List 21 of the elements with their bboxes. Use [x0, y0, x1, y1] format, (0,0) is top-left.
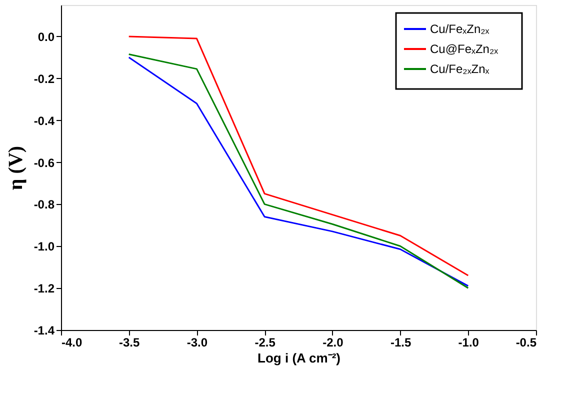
x-tick-label: -3.0 — [186, 336, 208, 350]
legend-label: Cu/Fe₂ₓZnₓ — [430, 62, 490, 76]
y-tick-label: -0.8 — [34, 198, 55, 212]
x-tick-label: -2.0 — [322, 336, 344, 350]
x-tick-label: -1.0 — [458, 336, 480, 350]
legend-label: Cu/FeₓZn₂ₓ — [430, 22, 490, 36]
x-axis-title: Log i (A cm⁻²) — [258, 350, 340, 366]
x-tick-label: -1.5 — [390, 336, 412, 350]
y-tick-label: -0.2 — [34, 72, 55, 86]
x-tick-label: -3.5 — [119, 336, 140, 350]
y-tick-label: -0.4 — [34, 114, 55, 128]
y-axis-title: η (V) — [4, 146, 27, 190]
legend-label: Cu@FeₓZn₂ₓ — [430, 42, 498, 56]
x-tick-label: -2.5 — [254, 336, 276, 350]
y-tick-label: 0.0 — [38, 30, 55, 44]
y-tick-label: -1.0 — [34, 240, 55, 254]
x-tick-label: -0.5 — [516, 336, 537, 350]
y-tick-label: -0.6 — [34, 156, 55, 170]
x-tick-label: -4.0 — [62, 336, 83, 350]
y-tick-label: -1.2 — [34, 282, 55, 296]
y-tick-label: -1.4 — [34, 324, 55, 338]
